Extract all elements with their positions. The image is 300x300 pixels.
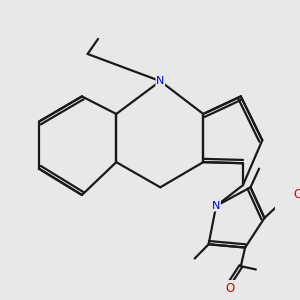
Text: N: N — [212, 201, 220, 211]
Text: N: N — [156, 76, 164, 86]
Text: O: O — [294, 188, 300, 202]
Text: O: O — [226, 282, 235, 295]
